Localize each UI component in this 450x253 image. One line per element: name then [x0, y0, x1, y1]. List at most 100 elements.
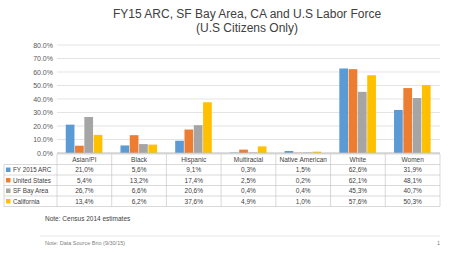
- data-label: 6,2%: [132, 198, 147, 205]
- data-label: 50,3%: [403, 198, 422, 205]
- legend-swatch: [6, 168, 11, 173]
- table-line: [4, 175, 440, 176]
- bar: [194, 125, 203, 153]
- data-label: 0,3%: [241, 166, 256, 173]
- bar: [413, 98, 422, 153]
- data-label: 1,5%: [296, 166, 311, 173]
- table-line: [57, 154, 440, 155]
- data-label: 1,0%: [296, 198, 311, 205]
- bar: [148, 145, 157, 153]
- x-tick-label: White: [350, 156, 367, 163]
- bar: [239, 150, 248, 153]
- legend-label: SF Bay Area: [13, 187, 49, 195]
- data-label: 0,4%: [241, 187, 256, 194]
- x-tick-label: Hispanic: [181, 156, 207, 164]
- x-tick-label: Asian/PI: [72, 156, 96, 163]
- bar: [120, 145, 129, 153]
- table-line: [4, 206, 440, 207]
- data-label: 48,1%: [403, 177, 422, 184]
- legend-label: United States: [13, 177, 51, 184]
- x-tick-label: Native American: [280, 156, 328, 163]
- table-line: [4, 196, 440, 197]
- bar: [203, 102, 212, 153]
- data-label: 13,2%: [130, 177, 149, 184]
- x-tick-label: Black: [131, 156, 148, 163]
- data-label: 0,2%: [296, 177, 311, 184]
- y-tick-label: 40.0%: [33, 96, 53, 103]
- table-line: [385, 154, 386, 207]
- data-label: 26,7%: [75, 187, 94, 194]
- table-line: [440, 154, 441, 207]
- y-tick-label: 30.0%: [33, 109, 53, 116]
- data-label: 45,3%: [349, 187, 368, 194]
- bar: [358, 92, 367, 153]
- bar: [130, 135, 139, 153]
- bar: [349, 69, 358, 153]
- grid-line: [57, 85, 440, 86]
- legend-label: California: [13, 198, 40, 205]
- data-table: Asian/PI Black Hispanic Multiracial Native A…: [4, 154, 440, 207]
- annotation: Note: Census 2014 estimates: [45, 215, 131, 222]
- table-line: [4, 164, 440, 165]
- bar: [175, 141, 184, 153]
- bar: [422, 85, 431, 153]
- bar: [258, 146, 267, 153]
- data-label: 5,4%: [77, 177, 92, 184]
- data-label: 20,6%: [185, 187, 204, 194]
- x-tick-label: Multiracial: [234, 156, 264, 163]
- grid-line: [57, 112, 440, 113]
- data-label: 21,0%: [75, 166, 94, 173]
- table-line: [275, 154, 276, 207]
- bar: [84, 117, 93, 153]
- y-tick-label: 10.0%: [33, 136, 53, 143]
- footer: Note: Data Source Brio (9/30/15): [45, 240, 125, 246]
- data-label: 6,6%: [132, 187, 147, 194]
- table-line: [330, 154, 331, 207]
- data-label: 0,4%: [296, 187, 311, 194]
- grid-line: [57, 45, 440, 46]
- x-tick-label: Women: [402, 156, 425, 163]
- chart: FY15 ARC, SF Bay Area, CA and U.S Labor …: [0, 0, 450, 253]
- bar: [139, 144, 148, 153]
- legend-swatch: [6, 178, 11, 183]
- data-label: 62,1%: [349, 177, 368, 184]
- y-tick-label: 60.0%: [33, 69, 53, 76]
- table-line: [166, 154, 167, 207]
- page-number: 1: [437, 240, 440, 246]
- y-tick-label: 20.0%: [33, 123, 53, 130]
- grid-line: [57, 99, 440, 100]
- table-line: [57, 154, 58, 207]
- subtitle: (U.S Citizens Only): [196, 21, 298, 35]
- legend-swatch: [6, 189, 11, 194]
- data-label: 13,4%: [75, 198, 94, 205]
- data-label: 17,4%: [185, 177, 204, 184]
- data-label: 31,9%: [403, 166, 422, 173]
- y-tick-label: 0.0%: [37, 150, 53, 157]
- bar: [66, 125, 75, 153]
- grid-line: [57, 126, 440, 127]
- footer-rule: [40, 236, 440, 237]
- data-label: 5,6%: [132, 166, 147, 173]
- data-label: 57,6%: [349, 198, 368, 205]
- bar: [339, 68, 348, 153]
- grid-line: [57, 72, 440, 73]
- data-label: 4,9%: [241, 198, 256, 205]
- table-line: [4, 165, 5, 207]
- bar: [367, 75, 376, 153]
- bar: [75, 146, 84, 153]
- legend-swatch: [6, 199, 11, 204]
- y-tick-label: 80.0%: [33, 42, 53, 49]
- data-label: 62,6%: [349, 166, 368, 173]
- bar: [403, 88, 412, 153]
- bars: [66, 68, 431, 153]
- grid-line: [57, 139, 440, 140]
- title: FY15 ARC, SF Bay Area, CA and U.S Labor …: [113, 7, 381, 21]
- y-tick-label: 50.0%: [33, 82, 53, 89]
- grid-line: [57, 153, 440, 154]
- bar: [394, 110, 403, 153]
- y-tick-label: 70.0%: [33, 55, 53, 62]
- table-line: [111, 154, 112, 207]
- data-label: 40,7%: [403, 187, 422, 194]
- table-line: [4, 185, 440, 186]
- x-axis: [57, 153, 440, 154]
